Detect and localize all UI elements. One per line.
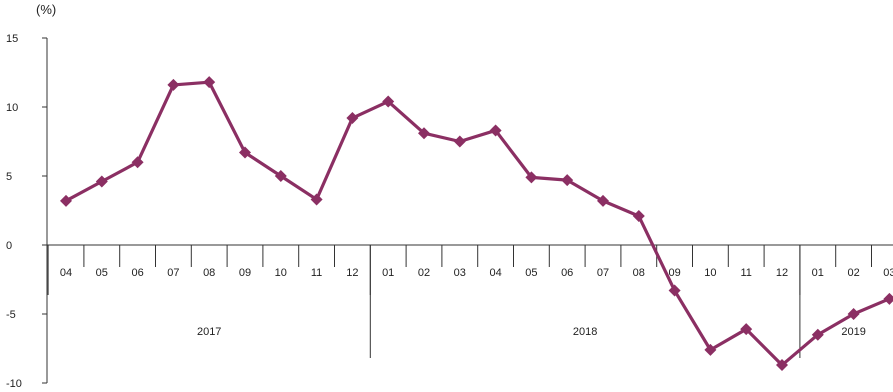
data-point bbox=[203, 76, 216, 89]
y-tick-label: 10 bbox=[6, 102, 18, 114]
x-tick-label: 03 bbox=[454, 267, 466, 279]
data-point bbox=[883, 292, 893, 305]
data-point bbox=[632, 210, 645, 223]
data-point bbox=[346, 112, 359, 125]
year-label: 2018 bbox=[573, 326, 597, 338]
year-labels: 2017 2018 2019 bbox=[197, 326, 866, 338]
data-point bbox=[668, 284, 681, 297]
data-point bbox=[847, 308, 860, 320]
x-tick-label: 12 bbox=[346, 267, 358, 279]
x-tick-label: 05 bbox=[96, 267, 108, 279]
x-tick-label: 06 bbox=[131, 267, 143, 279]
x-tick-label: 07 bbox=[167, 267, 179, 279]
data-point bbox=[60, 194, 72, 207]
y-tick-label: -5 bbox=[6, 309, 16, 321]
x-tick-label: 11 bbox=[740, 267, 751, 279]
x-tick-label: 10 bbox=[275, 267, 287, 279]
x-tick-label: 03 bbox=[883, 267, 893, 279]
y-tick-label: 5 bbox=[6, 171, 12, 183]
data-point bbox=[239, 146, 251, 159]
y-unit-label: (%) bbox=[36, 2, 56, 17]
year-label: 2017 bbox=[197, 326, 221, 338]
y-tick-label: -10 bbox=[6, 378, 22, 390]
y-tick-label: 15 bbox=[6, 33, 18, 45]
data-point bbox=[740, 323, 753, 336]
x-tick-label: 02 bbox=[847, 267, 859, 279]
data-point bbox=[274, 170, 287, 182]
series-layer bbox=[60, 76, 893, 372]
axes bbox=[46, 38, 893, 383]
data-point bbox=[776, 359, 788, 372]
x-tick-label: 11 bbox=[311, 267, 322, 279]
x-tick-label: 06 bbox=[561, 267, 573, 279]
x-tick-label: 07 bbox=[597, 267, 609, 279]
data-point bbox=[597, 194, 609, 207]
data-point bbox=[489, 124, 502, 137]
y-axis-ticks: 15 10 5 0 -5 -10 bbox=[6, 33, 47, 390]
x-tick-label: 01 bbox=[382, 267, 394, 279]
data-point bbox=[525, 171, 538, 184]
data-point bbox=[453, 135, 466, 148]
data-point bbox=[131, 156, 144, 169]
year-label: 2019 bbox=[841, 326, 865, 338]
data-point bbox=[167, 78, 180, 91]
series-line bbox=[65, 80, 891, 367]
x-tick-label: 12 bbox=[776, 267, 788, 279]
data-point bbox=[811, 328, 824, 341]
x-tick-label: 04 bbox=[60, 267, 72, 279]
x-tick-label: 05 bbox=[525, 267, 537, 279]
x-axis-ticks: 04 05 06 07 08 09 10 11 12 01 02 03 04 05 06 07 08 09 10 11… bbox=[47, 245, 893, 358]
x-tick-label: 08 bbox=[203, 267, 215, 279]
data-point bbox=[95, 175, 108, 188]
y-tick-label: 0 bbox=[6, 240, 12, 252]
data-point bbox=[561, 174, 574, 187]
data-point bbox=[310, 193, 323, 206]
data-point bbox=[382, 95, 395, 108]
x-tick-label: 09 bbox=[668, 267, 680, 279]
x-tick-label: 04 bbox=[489, 267, 501, 279]
x-tick-label: 08 bbox=[633, 267, 645, 279]
x-tick-label: 02 bbox=[418, 267, 430, 279]
data-point bbox=[418, 127, 430, 140]
data-point bbox=[704, 343, 717, 356]
x-tick-label: 01 bbox=[812, 267, 824, 279]
x-tick-label: 09 bbox=[239, 267, 251, 279]
x-tick-label: 10 bbox=[704, 267, 716, 279]
